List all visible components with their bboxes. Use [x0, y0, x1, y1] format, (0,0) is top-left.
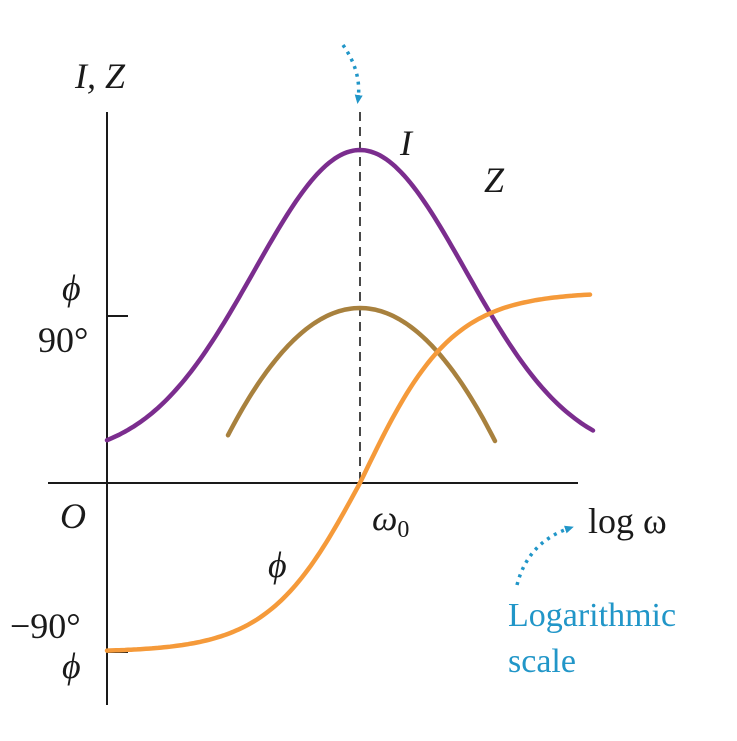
tick-label-minus-90: −90° [10, 606, 81, 646]
tick-label-90: 90° [38, 320, 88, 360]
series-z-label: Z [484, 160, 505, 200]
phi-upper-symbol: ϕ [62, 268, 81, 308]
series-z-curve [225, 305, 498, 444]
annotation-line-2: scale [508, 643, 576, 680]
y-axis-label: I, Z [74, 56, 126, 96]
annotation-line-1: Logarithmic [508, 597, 676, 634]
top-pointer-arrow [341, 43, 363, 104]
x-axis-label: log ω [588, 501, 667, 541]
series-i-label: I [399, 123, 414, 163]
phi-lower-symbol: ϕ [62, 646, 81, 686]
axes [48, 112, 578, 705]
series-phi-label: ϕ [268, 545, 287, 585]
scale-pointer-arrow [515, 525, 574, 586]
origin-label: O [60, 496, 86, 536]
series-i-curve [104, 147, 596, 443]
series-phi-curve [104, 292, 593, 653]
x-tick-label-omega0: ω0 [372, 498, 409, 543]
